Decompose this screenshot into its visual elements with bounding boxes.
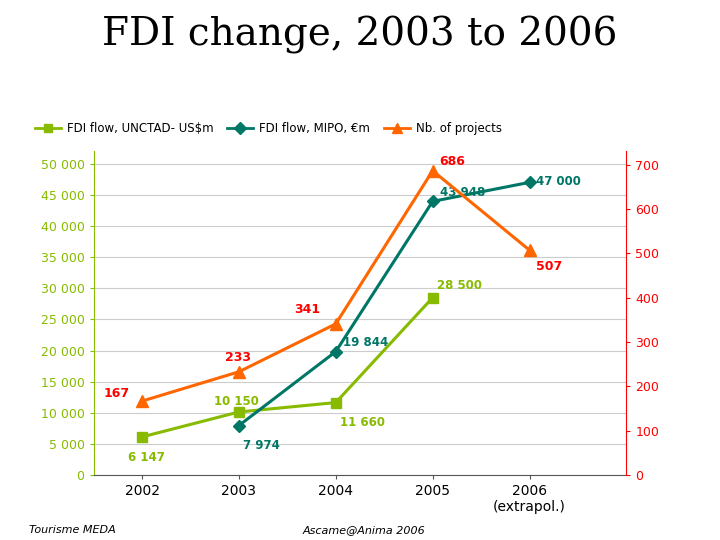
Nb. of projects [428,167,437,174]
Nb. of projects [235,368,243,375]
Line: FDI flow, MIPO, €m: FDI flow, MIPO, €m [235,178,534,430]
FDI flow, MIPO, €m [428,198,437,205]
Text: 507: 507 [536,260,563,273]
Text: FDI change, 2003 to 2006: FDI change, 2003 to 2006 [102,16,618,54]
Text: 167: 167 [103,387,130,400]
FDI flow, MIPO, €m [525,179,534,186]
Nb. of projects [138,398,146,404]
Text: 686: 686 [440,155,465,168]
Text: 7 974: 7 974 [243,439,280,452]
Text: 43 948: 43 948 [440,186,485,199]
FDI flow, UNCTAD- US$m [235,409,243,415]
Legend: FDI flow, UNCTAD- US$m, FDI flow, MIPO, €m, Nb. of projects: FDI flow, UNCTAD- US$m, FDI flow, MIPO, … [35,122,502,135]
Text: 11 660: 11 660 [340,416,385,429]
Text: 19 844: 19 844 [343,336,388,349]
Text: Tourisme MEDA: Tourisme MEDA [29,524,115,535]
FDI flow, UNCTAD- US$m [428,294,437,301]
Text: Ascame@Anima 2006: Ascame@Anima 2006 [302,524,425,535]
FDI flow, MIPO, €m [235,422,243,429]
Text: 6 147: 6 147 [128,450,165,463]
FDI flow, UNCTAD- US$m [138,434,146,440]
Text: 341: 341 [294,303,320,316]
Text: 47 000: 47 000 [536,175,581,188]
FDI flow, MIPO, €m [331,348,340,355]
Text: 10 150: 10 150 [214,395,258,408]
Line: Nb. of projects: Nb. of projects [137,165,535,407]
Nb. of projects [331,321,340,327]
Line: FDI flow, UNCTAD- US$m: FDI flow, UNCTAD- US$m [138,293,438,442]
FDI flow, UNCTAD- US$m [331,399,340,406]
Text: 233: 233 [225,350,251,363]
Text: 28 500: 28 500 [437,279,482,292]
Nb. of projects [525,247,534,253]
